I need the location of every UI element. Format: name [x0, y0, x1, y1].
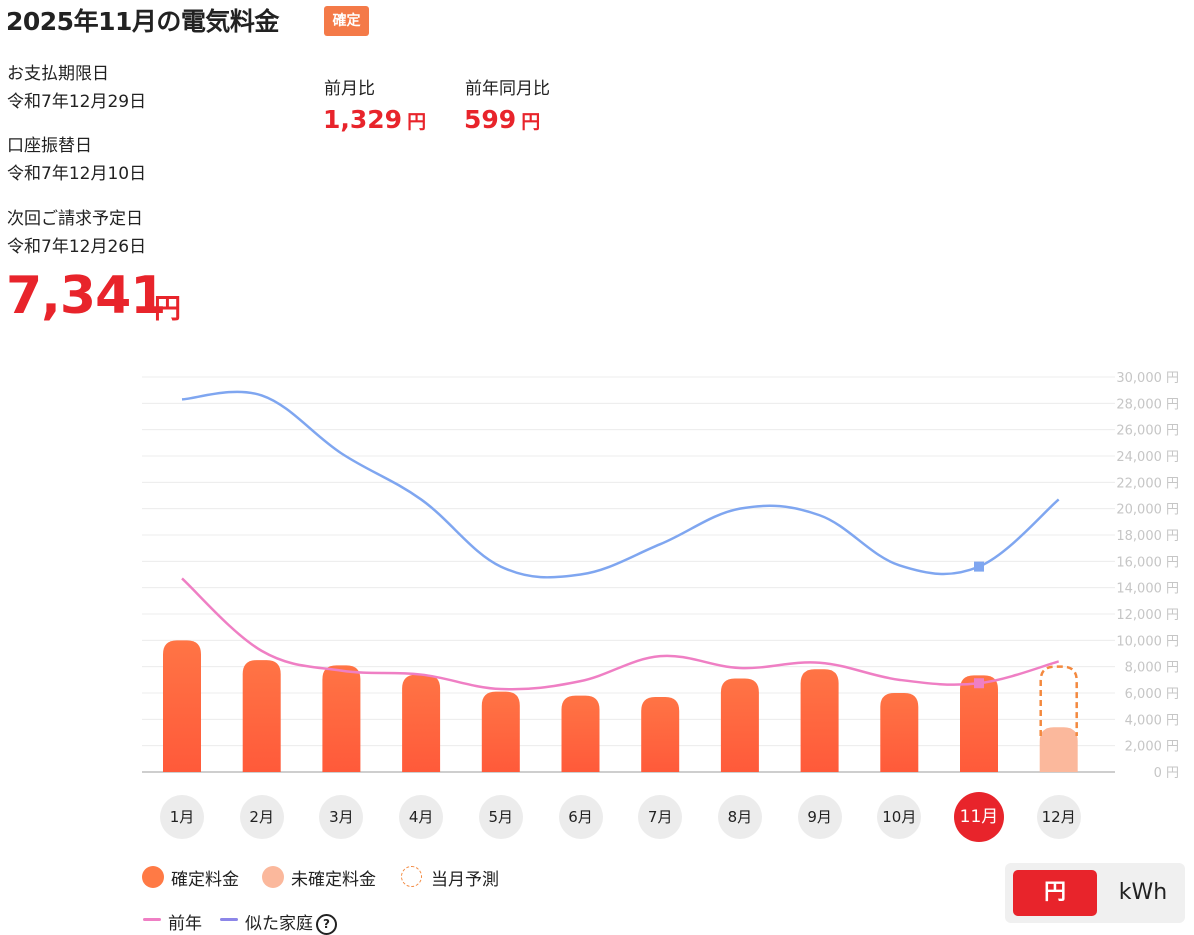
y-tick-label: 12,000 円	[1116, 608, 1179, 623]
y-tick-label: 20,000 円	[1116, 503, 1179, 518]
line-marker	[974, 678, 984, 689]
y-tick-label: 26,000 円	[1116, 424, 1179, 439]
y-tick-label: 4,000 円	[1125, 713, 1179, 728]
month-button[interactable]: 11月	[954, 792, 1004, 842]
payment-due-value: 令和7年12月29日	[7, 92, 147, 112]
legend-unconfirmed-swatch	[262, 866, 284, 888]
legend-similar-group: 似た家庭?	[245, 909, 337, 935]
y-tick-label: 8,000 円	[1125, 661, 1179, 676]
month-button[interactable]: 8月	[717, 795, 762, 839]
bar-confirmed	[402, 674, 441, 772]
mom-value-group: 1,329 円	[323, 105, 426, 134]
y-tick-label: 30,000 円	[1116, 371, 1179, 386]
mom-label: 前月比	[324, 79, 375, 99]
y-tick-label: 24,000 円	[1116, 450, 1179, 465]
legend-similar-swatch	[220, 918, 238, 921]
legend-similar: 似た家庭	[245, 914, 313, 934]
month-button[interactable]: 6月	[558, 795, 603, 839]
y-tick-label: 2,000 円	[1125, 740, 1179, 755]
y-tick-label: 0 円	[1154, 766, 1179, 781]
y-tick-label: 10,000 円	[1116, 634, 1179, 649]
legend-confirmed: 確定料金	[171, 870, 239, 890]
bar-confirmed	[242, 660, 281, 772]
debit-date-value: 令和7年12月10日	[7, 164, 147, 184]
bar-confirmed	[720, 678, 759, 772]
bar-unconfirmed	[1039, 727, 1078, 772]
bar-confirmed	[880, 693, 919, 772]
line-marker	[974, 561, 984, 572]
bar-forecast	[1039, 665, 1078, 736]
yoy-label: 前年同月比	[465, 79, 550, 99]
bars-group	[163, 640, 1078, 772]
legend-prev-year: 前年	[168, 914, 202, 934]
debit-date-label: 口座振替日	[7, 136, 92, 156]
yoy-value-group: 599 円	[464, 105, 540, 134]
bar-confirmed	[163, 640, 201, 772]
line-similar-household	[181, 390, 1060, 579]
bar-confirmed	[481, 691, 520, 772]
legend-unconfirmed: 未確定料金	[291, 870, 376, 890]
y-tick-label: 16,000 円	[1116, 555, 1179, 570]
month-button[interactable]: 2月	[239, 795, 284, 839]
status-badge: 確定	[324, 6, 369, 36]
y-tick-label: 14,000 円	[1116, 582, 1179, 597]
total-amount: 7,341	[6, 266, 166, 326]
page-title: 2025年11月の電気料金	[6, 7, 279, 36]
mom-value: 1,329	[323, 105, 403, 134]
legend-prev-year-swatch	[143, 918, 161, 921]
y-tick-label: 6,000 円	[1125, 687, 1179, 702]
help-icon[interactable]: ?	[316, 914, 337, 935]
bar-confirmed	[322, 665, 361, 772]
month-button[interactable]: 3月	[319, 795, 364, 839]
bar-confirmed	[561, 695, 600, 772]
legend-forecast-swatch	[401, 866, 422, 887]
month-button[interactable]: 12月	[1036, 795, 1081, 839]
month-button[interactable]: 4月	[399, 795, 444, 839]
month-button[interactable]: 7月	[638, 795, 683, 839]
next-billing-label: 次回ご請求予定日	[7, 209, 143, 229]
month-button[interactable]: 1月	[160, 795, 204, 839]
y-tick-label: 22,000 円	[1116, 476, 1179, 491]
billing-chart: 0 円 2,000 円 4,000 円 6,000 円 8,000 円 10,000 円 1…	[142, 371, 1179, 781]
total-unit: 円	[154, 294, 181, 325]
y-tick-label: 18,000 円	[1116, 529, 1179, 544]
month-button[interactable]: 10月	[877, 795, 922, 839]
next-billing-value: 令和7年12月26日	[7, 237, 147, 257]
bar-confirmed	[641, 696, 680, 772]
chart-grid	[142, 376, 1115, 773]
bar-confirmed	[800, 669, 839, 772]
yoy-unit: 円	[521, 111, 541, 133]
payment-due-label: お支払期限日	[7, 64, 109, 84]
month-button[interactable]: 5月	[478, 795, 523, 839]
legend-forecast: 当月予測	[431, 870, 499, 890]
yoy-value: 599	[464, 105, 517, 134]
month-button[interactable]: 9月	[797, 795, 842, 839]
lines-group	[181, 390, 1060, 691]
legend-confirmed-swatch	[142, 866, 164, 888]
y-tick-label: 28,000 円	[1116, 397, 1179, 412]
bar-confirmed	[960, 675, 998, 772]
mom-unit: 円	[407, 111, 427, 133]
line-prev-year	[181, 577, 1060, 691]
kwh-button[interactable]: kWh	[1118, 880, 1168, 905]
unit-toggle: 円 kWh	[1005, 863, 1185, 923]
yen-button[interactable]: 円	[1013, 870, 1097, 916]
y-axis-ticks: 0 円 2,000 円 4,000 円 6,000 円 8,000 円 10,000 円 1…	[1116, 371, 1179, 781]
